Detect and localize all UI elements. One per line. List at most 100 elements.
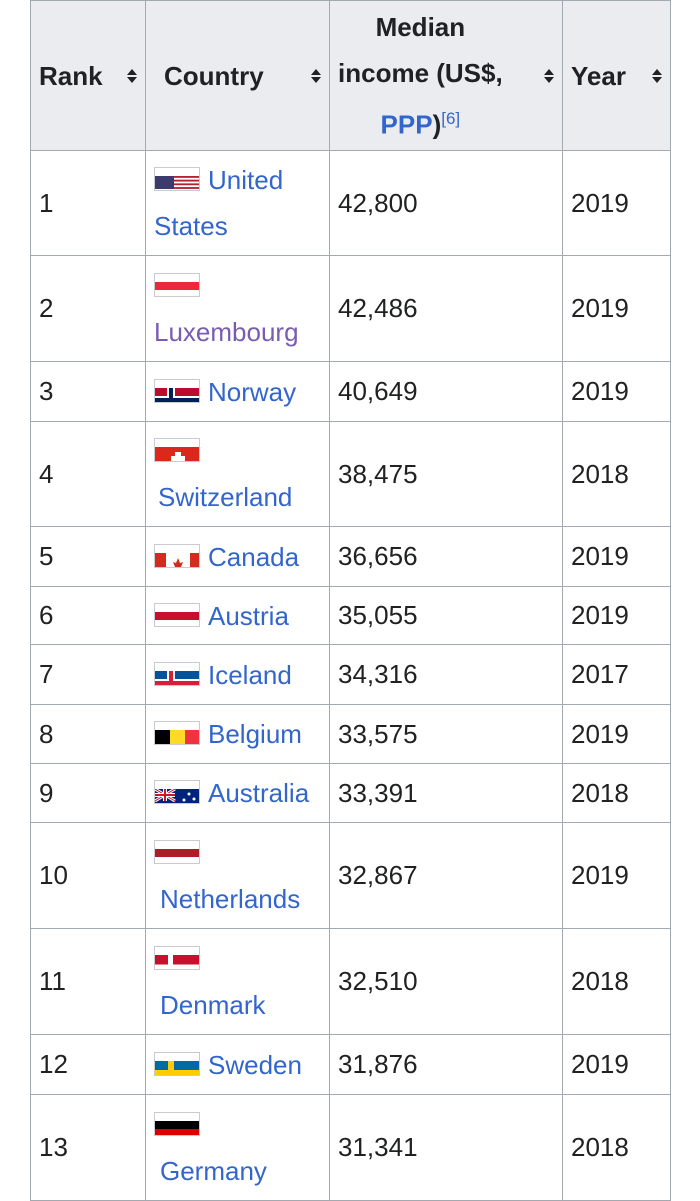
country-cell: Germany [145,1094,330,1201]
rank-cell: 9 [30,763,146,823]
table-row: 5 Canada 36,656 2019 [30,526,671,587]
year-cell: 2017 [562,644,671,705]
table-row: 13 Germany 31,341 2018 [30,1094,671,1201]
sort-icon[interactable] [127,68,137,83]
country-cell: Switzerland [145,421,330,527]
income-cell: 40,649 [329,361,563,422]
country-link[interactable]: Belgium [208,719,302,749]
rank-cell: 12 [30,1034,146,1095]
year-cell: 2019 [562,1034,671,1095]
income-cell: 42,800 [329,150,563,256]
country-link[interactable]: Australia [208,778,310,808]
country-link[interactable]: Luxembourg [154,316,299,347]
year-cell: 2018 [562,421,671,527]
year-cell: 2019 [562,586,671,645]
reference-link[interactable]: [6] [441,108,461,128]
rank-cell: 8 [30,704,146,764]
income-header[interactable]: Median income (US$, PPP)[6] [329,0,563,151]
country-link[interactable]: Iceland [208,659,292,690]
country-link[interactable]: Switzerland [158,482,293,512]
sort-icon[interactable] [311,68,321,83]
rank-cell: 5 [30,526,146,587]
flag-belgium-icon[interactable] [154,721,200,745]
rank-cell: 7 [30,644,146,705]
year-header[interactable]: Year [562,0,671,151]
table-row: 12 Sweden 31,876 2019 [30,1034,671,1095]
table-row: 3 Norway 40,649 2019 [30,361,671,422]
flag-austria-icon[interactable] [154,602,200,627]
flag-switzerland-icon[interactable] [154,438,200,462]
country-cell: Australia [145,763,330,823]
rank-header-label: Rank [39,60,103,91]
country-link[interactable]: United States [154,165,284,241]
income-cell: 38,475 [329,421,563,527]
income-cell: 33,575 [329,704,563,764]
sort-icon[interactable] [652,68,662,83]
flag-germany-icon[interactable] [154,1111,200,1136]
income-cell: 34,316 [329,644,563,705]
flag-australia-icon[interactable] [154,780,200,804]
flag-canada-icon[interactable] [154,543,200,568]
ppp-link[interactable]: PPP [380,109,433,140]
country-cell: Luxembourg [145,255,330,362]
flag-iceland-icon[interactable] [154,661,200,686]
rank-header[interactable]: Rank [30,0,146,151]
country-cell: Norway [145,361,330,422]
table-row: 1 United States 42,800 2019 [30,150,671,256]
year-cell: 2019 [562,526,671,587]
country-cell: Sweden [145,1034,330,1095]
flag-netherlands-icon[interactable] [154,839,200,864]
income-cell: 32,510 [329,928,563,1035]
country-link[interactable]: Austria [208,600,289,631]
country-cell: Iceland [145,644,330,705]
income-header-line1: Median [375,11,466,42]
income-cell: 31,876 [329,1034,563,1095]
rank-cell: 3 [30,361,146,422]
country-link[interactable]: Norway [208,376,297,407]
income-cell: 42,486 [329,255,563,362]
table-row: 4 Switzerland 38,475 2018 [30,421,671,527]
year-cell: 2019 [562,150,671,256]
year-header-label: Year [571,60,626,91]
rank-cell: 2 [30,255,146,362]
year-cell: 2019 [562,822,671,929]
sort-icon[interactable] [544,68,554,83]
year-cell: 2018 [562,1094,671,1201]
country-cell: Netherlands [145,822,330,929]
country-header-label: Country [164,60,264,91]
income-header-line2: income (US$, [338,57,503,88]
rank-cell: 4 [30,421,146,527]
table-row: 8 Belgium 33,575 2019 [30,704,671,764]
header-row: Rank Country Median income (US$, PPP)[6] [30,0,671,151]
table-row: 10 Netherlands 32,867 2019 [30,822,671,929]
table-row: 7 Iceland 34,316 2017 [30,644,671,705]
flag-usa-icon[interactable] [154,167,200,191]
year-cell: 2019 [562,361,671,422]
table-row: 11 Denmark 32,510 2018 [30,928,671,1035]
year-cell: 2019 [562,704,671,764]
table-row: 2 Luxembourg 42,486 2019 [30,255,671,362]
country-link[interactable]: Germany [160,1155,267,1186]
income-cell: 31,341 [329,1094,563,1201]
country-cell: Belgium [145,704,330,764]
flag-luxembourg-icon[interactable] [154,272,200,297]
country-link[interactable]: Sweden [208,1049,302,1080]
country-link[interactable]: Netherlands [160,883,301,914]
flag-denmark-icon[interactable] [154,945,200,970]
country-link[interactable]: Canada [208,541,300,572]
country-cell: Denmark [145,928,330,1035]
rank-cell: 6 [30,586,146,645]
year-cell: 2018 [562,763,671,823]
income-cell: 33,391 [329,763,563,823]
country-header[interactable]: Country [145,0,330,151]
income-cell: 36,656 [329,526,563,587]
country-link[interactable]: Denmark [160,989,266,1020]
income-header-close: ) [432,109,442,140]
table-row: 6 Austria 35,055 2019 [30,586,671,645]
flag-norway-icon[interactable] [154,378,200,403]
income-header-label: Median income (US$, PPP)[6] [338,4,503,148]
flag-sweden-icon[interactable] [154,1051,200,1076]
table-row: 9 Australia 33,391 2018 [30,763,671,823]
median-income-table: Rank Country Median income (US$, PPP)[6] [30,0,671,1201]
year-cell: 2018 [562,928,671,1035]
